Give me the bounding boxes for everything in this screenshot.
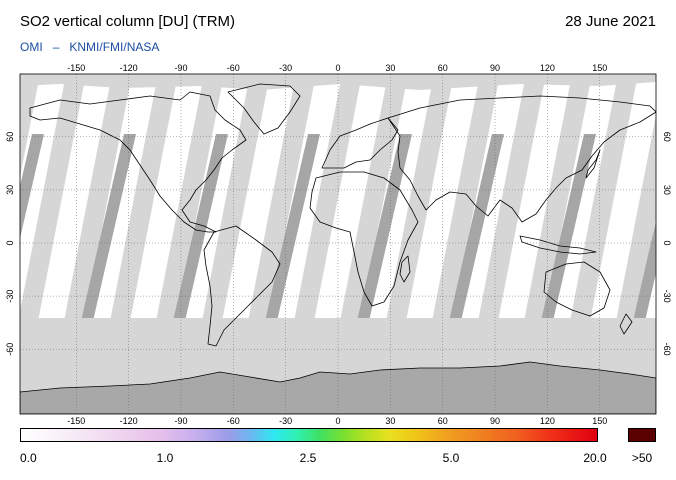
lon-tick-label-bottom: -150	[67, 416, 85, 426]
madagascar	[399, 255, 411, 283]
lat-tick-label-right: 30	[662, 185, 672, 195]
lat-tick-label-left: 60	[5, 132, 15, 142]
map-area	[20, 74, 656, 414]
lon-tick-label-bottom: 30	[385, 416, 395, 426]
lon-tick-label-top: -150	[67, 63, 85, 73]
japan	[585, 149, 601, 179]
colorbar-label-3: 5.0	[442, 451, 460, 465]
africa	[309, 171, 419, 307]
lat-tick-label-right: 0	[662, 240, 672, 245]
australia	[543, 261, 611, 317]
credit-instrument: OMI	[20, 40, 43, 54]
lon-tick-label-bottom: 120	[540, 416, 555, 426]
colorbar-label-2: 2.5	[299, 451, 317, 465]
credit-line: OMI – KNMI/FMI/NASA	[20, 40, 159, 54]
lon-tick-label-bottom: -30	[279, 416, 292, 426]
lat-tick-label-right: -60	[662, 343, 672, 356]
lat-tick-label-right: -30	[662, 290, 672, 303]
lon-tick-label-bottom: 60	[438, 416, 448, 426]
lon-tick-label-top: 90	[490, 63, 500, 73]
lon-tick-label-bottom: -60	[227, 416, 240, 426]
colorbar	[20, 428, 598, 442]
lon-tick-label-top: -120	[120, 63, 138, 73]
lat-tick-label-left: 0	[5, 240, 15, 245]
lat-tick-label-left: -30	[5, 290, 15, 303]
orbit-swath-overlap	[78, 134, 136, 334]
tick-labels: -150 -120 -90 -60 -30 0 30 60 90 120 150 -150 -120 -9…	[5, 63, 672, 426]
colorbar-overflow-label: >50	[631, 451, 653, 465]
orbit-swath-overlap	[630, 220, 656, 334]
orbit-swath	[20, 74, 40, 178]
lon-tick-label-bottom: -120	[120, 416, 138, 426]
lon-tick-label-top: 150	[592, 63, 607, 73]
credit-separator: –	[52, 40, 60, 54]
graticule	[20, 74, 656, 414]
colorbar-label-4: 20.0	[583, 451, 607, 465]
coastlines	[29, 83, 656, 347]
date-label: 28 June 2021	[565, 13, 656, 30]
orbit-swath-overlap	[262, 134, 320, 334]
map-frame	[19, 73, 657, 415]
lon-tick-label-top: -30	[279, 63, 292, 73]
page-title: SO2 vertical column [DU] (TRM)	[20, 13, 236, 30]
lon-tick-label-bottom: 150	[592, 416, 607, 426]
orbit-swath-overlap	[538, 134, 596, 334]
lon-tick-label-top: 0	[335, 63, 340, 73]
lon-tick-label-top: 60	[438, 63, 448, 73]
new-zealand	[619, 313, 633, 335]
europe	[321, 117, 399, 169]
colorbar-label-0: 0.0	[20, 451, 37, 465]
lon-tick-label-bottom: -90	[174, 416, 187, 426]
orbit-swath-overlap	[446, 134, 504, 334]
indonesia	[519, 235, 597, 255]
antarctica	[20, 361, 656, 414]
lon-tick-label-bottom: 0	[335, 416, 340, 426]
asia	[387, 95, 656, 223]
orbit-swath-overlap	[170, 134, 228, 334]
orbit-swath-overlap	[354, 134, 412, 334]
credit-agencies: KNMI/FMI/NASA	[69, 40, 160, 54]
lat-tick-label-left: 30	[5, 185, 15, 195]
lon-tick-label-bottom: 90	[490, 416, 500, 426]
lat-tick-label-left: -60	[5, 343, 15, 356]
north-america	[29, 91, 247, 233]
lon-tick-label-top: 30	[385, 63, 395, 73]
south-america	[203, 225, 281, 347]
colorbar-overflow-swatch	[628, 428, 656, 442]
arctic-gap	[20, 74, 656, 90]
lat-tick-label-right: 60	[662, 132, 672, 142]
greenland	[227, 83, 301, 135]
lon-tick-label-top: -60	[227, 63, 240, 73]
colorbar-label-1: 1.0	[156, 451, 174, 465]
lon-tick-label-top: -90	[174, 63, 187, 73]
lon-tick-label-top: 120	[540, 63, 555, 73]
orbit-swath-overlap	[20, 134, 44, 239]
